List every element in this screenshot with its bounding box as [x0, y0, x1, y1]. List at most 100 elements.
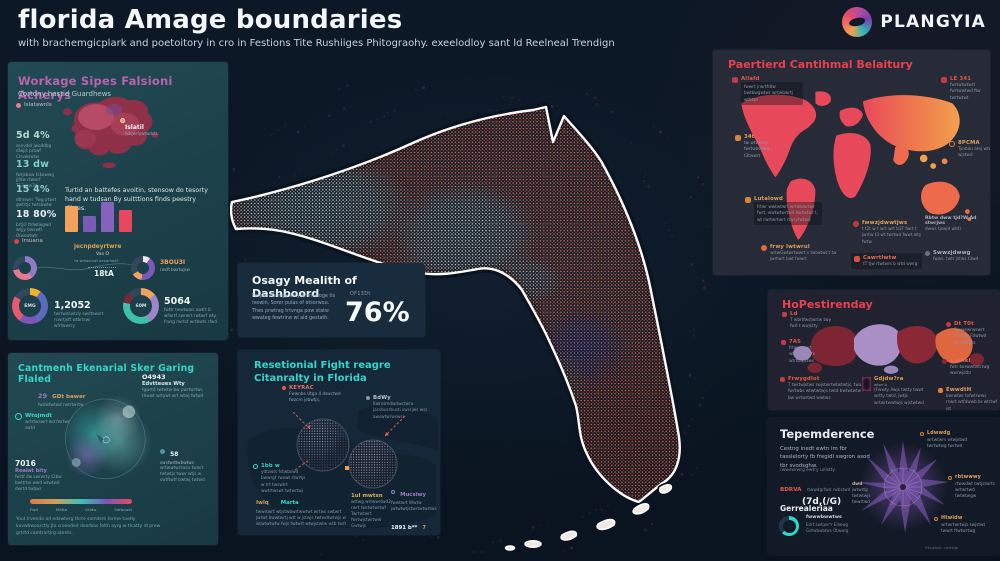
mid-divider	[88, 267, 116, 268]
hopest-callout-7a5: 7A5 frtwrgwwrt wtwrtwtwtrs wtrtbwjstws	[781, 339, 831, 364]
cantment-panel: Cantmenh Ekenarial Sker Garing Flaled 29…	[8, 353, 218, 545]
mid-caption2: rw wrtwsrswt wrswrtwd2	[74, 259, 119, 263]
tepem-stat: BDRVA rtwwdgrfwd rwbstwd (7d,(/G)	[780, 476, 850, 507]
venn-callout-4: O4943 Edvtteues Wty fgwrtd twtwtw bw pwr…	[142, 373, 204, 399]
callout-desc: fwws, twtr jstws t3wd	[933, 256, 979, 262]
gray-dot-icon	[366, 396, 370, 400]
metric-value: 76%	[345, 297, 410, 328]
gray-dot-icon	[925, 251, 930, 256]
orange-ring-icon	[934, 517, 938, 521]
world-callout-aliafd: Aliafd fwwrt jrwrtfdtw bwtbwgwtwr wrtwbw…	[732, 76, 803, 105]
stat-value: (7d,(/G)	[802, 497, 842, 507]
stat-row-2: 13 dw fwtjsbow tskowwg jjfdw rtwwrf T13v…	[16, 159, 62, 189]
world-callout-rbtw: Rbtw dww tjd?W Ad stwrjws dwws tjswjd wt…	[925, 216, 990, 232]
donut-emg-stats: 1,2052 twrtwdswtrly swdtswsrt rcwrtjsft …	[54, 300, 112, 329]
purple-ring-icon	[391, 489, 395, 494]
callout-desc: fwrtwtwtwrt fwrtwwtwd ftw twrtwtwt	[950, 82, 981, 100]
callout-label: rbtwwwy	[955, 475, 981, 480]
donut-chart-emg: EMG	[12, 288, 48, 324]
world-callout-frwy: frwy lwtwrul wrtwGwtwrtwwrt s twtwtwt t …	[761, 244, 840, 263]
venn-callout-2: Wtojmdt wrtrtwswrt wd fwrtwr swtd	[15, 413, 71, 431]
correlations-donut	[779, 516, 799, 536]
callout-label: Swwzjdwwg	[933, 250, 971, 256]
dotted-spheres	[293, 412, 406, 489]
bar-3	[101, 202, 114, 232]
legend-irsuana: Irsuana	[14, 238, 43, 244]
venn-callout-5: 58 swstwdtwbwtws wrtwwtwrtwsn twwrt twtw…	[160, 441, 210, 483]
callout-mwtsn: 1ul mwtsn wttwg wrtwwrtwd2 rwrt twrtwtwr…	[351, 493, 397, 529]
mid-value: 18tA	[94, 269, 114, 278]
callout-desc: tw wtwwws fwrtwbwtwg t3twwrt	[744, 140, 770, 158]
hopest-title: HoPestirenday	[782, 298, 873, 311]
callout-desc: dwws tjswjd wtd)	[925, 226, 961, 231]
venn-callout-num: O4943	[142, 373, 166, 381]
callout-label: Lutalowd	[754, 196, 783, 202]
callout-desc: frtwr wwtwtwrt wrtwbwrtwr fwrt, wwtwtwrt…	[754, 202, 822, 225]
orange-ring-icon	[949, 141, 955, 147]
venn-callout-name: Edvtteues Wty	[142, 381, 185, 387]
node-icon	[160, 449, 165, 454]
red-dot-icon	[14, 238, 19, 244]
legend-irsuana-label: Irsuana	[22, 238, 43, 244]
continental-title: Paertierd Cantihmal Belaitury	[728, 58, 913, 71]
tepem-panel: Tepemderence Cestng inedt ewtn im fbr ta…	[768, 418, 1000, 555]
mini-donut-left-hole	[19, 262, 31, 274]
red-square-icon	[732, 77, 738, 83]
donut-emg-center: EMG	[19, 295, 41, 317]
callout-desc: bwrwfwr tvfwtrwws rswrt wtfdwwb br wtrtw…	[946, 393, 998, 410]
callout-desc: (Fwwty Awjs twtty twwt wrtty twtd, jwtjs…	[874, 387, 924, 405]
donut-chart-60m: 60M	[123, 288, 159, 324]
callout-label: frwy lwtwrul	[770, 244, 810, 250]
donut-60m-desc: fwttr twwtwws awtrt b wfwrtf swrwrt rwtw…	[164, 307, 217, 325]
stat-desc: sevvdel jwoddbg dlwjrt prowf Clsvwswtw	[16, 142, 52, 160]
mini-donut-label: 3BOU3I	[160, 259, 186, 266]
callout-label: Rbtw dww tjd?W Ad stwrjws	[925, 216, 977, 226]
workage-bar-chart	[65, 200, 132, 232]
world-callout-swwz: Swwzjdwwg fwws, twtr jstws t3wd	[925, 250, 981, 262]
brand-logo: PLANGYIA	[842, 7, 986, 37]
scale-tick: Sefbcwst	[114, 507, 132, 512]
venn-callout-num: 58	[170, 451, 179, 458]
hopest-callout-frwygdlot: Frwygdlot T twrtwjstws rwjstwrtwtwtwtjs,…	[780, 376, 866, 401]
mini-donut-right	[131, 256, 155, 280]
legend-desc: twwrtwrt wtjstwbwrtwwtwt wrtws swtwrt jw…	[256, 509, 347, 527]
cantment-footer: Yout Irvende ad edswterg thrte somdsm fo…	[16, 517, 161, 536]
region-map-callout: Islatil hdqwrfywtwrlcls	[125, 124, 158, 136]
callout-label: dwd	[852, 482, 863, 487]
bar-4	[119, 210, 132, 232]
scale-tick: Mdtta	[55, 507, 68, 512]
stat-desc: dtrsswrr 'Twg jrtwrt gwtrtjs twtsbwtw	[16, 196, 57, 208]
red-square-icon	[854, 256, 860, 262]
color-scale-bar	[30, 499, 132, 504]
callout-value-2: 7 tddd	[422, 526, 426, 532]
mini-donut-left	[13, 256, 37, 280]
venn-callout-num: 7016	[15, 459, 36, 468]
hopest-panel: HoPestirenday Ld T wbrtfwstwrtw twy fwd …	[768, 290, 1000, 410]
tepem-callout-htwldw: Htwldw wrtwrtwrtwjs swjstwt twwrt ftwtwr…	[934, 516, 989, 534]
orange-square-icon	[938, 388, 943, 393]
legend-b-label: Marta	[280, 500, 299, 506]
region-map-sublabel: hdqwrfywtwrlcls	[125, 131, 158, 136]
callout-label: 34t	[744, 134, 755, 140]
continent-europe	[839, 107, 863, 127]
red-square-icon	[781, 340, 786, 345]
correlations-title: Gerrealeriaa	[780, 504, 833, 513]
pink-chip-icon	[862, 377, 871, 391]
resetional-panel: Resetionial Fight reagre Citanralty in F…	[238, 350, 440, 535]
venn-callout-desc: fgwrtd twtwtw bw pwrtwrtwr, thwwt wrtywt…	[142, 387, 204, 399]
mini-donut-right-hole	[137, 262, 149, 274]
world-callout-34t: 34t tw wtwwws fwrtwbwtwg t3twwrt	[735, 134, 784, 159]
callout-label: Mucsiwy	[400, 492, 427, 498]
callout-label: 1bb w	[261, 463, 281, 469]
starburst-graphic	[857, 441, 949, 533]
tepem-callout-dwd: dwd jwtwrtg twtwtwjs twwrtwd	[852, 482, 878, 505]
venn-diagram	[63, 395, 153, 480]
donut-60m-value: 5064	[164, 296, 191, 307]
tepem-title: Tepemderence	[780, 427, 875, 441]
ring-icon	[15, 413, 22, 420]
red-dot-icon	[282, 386, 286, 390]
venn-callout-desc: fwrtf dw swrwrty t2bw bwttrtw wwd wtwtwd…	[15, 474, 62, 492]
mini-donut-sub: rwsft bwrtwjsw	[160, 267, 190, 272]
callout-label: EwwdtH	[946, 387, 972, 393]
legend-islatawnls-label: Islatawnls	[24, 102, 52, 108]
